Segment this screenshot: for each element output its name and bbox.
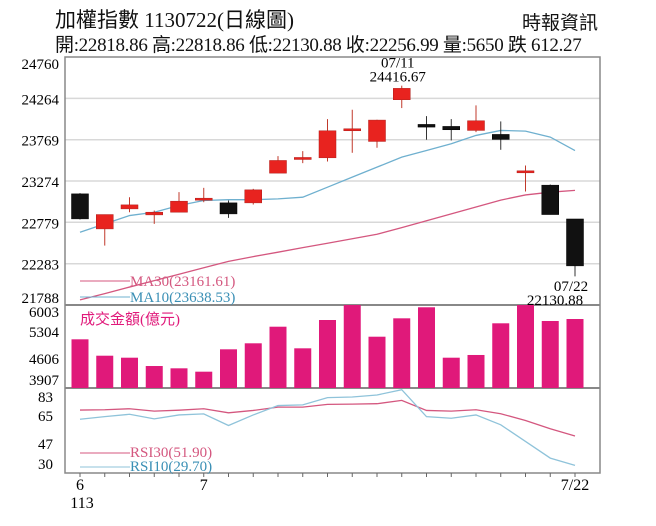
rsi-tick-label: 47 bbox=[38, 437, 54, 453]
volume-bar bbox=[220, 349, 237, 388]
volume-tick-label: 6003 bbox=[29, 305, 59, 321]
x-year-label: 113 bbox=[70, 495, 93, 512]
candle bbox=[294, 157, 312, 160]
candle bbox=[566, 218, 584, 267]
volume-bar bbox=[195, 371, 213, 388]
volume-bar bbox=[244, 343, 262, 388]
x-tick-label: 7/22 bbox=[561, 477, 589, 494]
ma10-line bbox=[79, 129, 576, 233]
rsi30-line bbox=[79, 399, 576, 437]
rsi-tick-label: 30 bbox=[38, 457, 53, 473]
y-tick-label: 21788 bbox=[22, 291, 60, 307]
y-tick-label: 22779 bbox=[22, 216, 60, 232]
volume-tick-label: 4606 bbox=[29, 352, 60, 368]
candle bbox=[120, 204, 139, 210]
rsi10-legend: RSI10(29.70) bbox=[130, 459, 212, 475]
candle bbox=[393, 88, 411, 100]
candle bbox=[170, 200, 188, 213]
volume-bar bbox=[71, 339, 89, 388]
candle bbox=[269, 160, 287, 174]
candle bbox=[368, 119, 386, 142]
volume-bar bbox=[517, 305, 534, 388]
volume-label: 成交金額(億元) bbox=[80, 310, 180, 328]
high-value-label: 24416.67 bbox=[370, 70, 427, 86]
volume-tick-label: 3907 bbox=[29, 373, 60, 389]
candle bbox=[244, 189, 262, 204]
rsi30-legend: RSI30(51.90) bbox=[130, 445, 212, 461]
candle bbox=[516, 170, 535, 174]
chart-title: 加權指數 1130722(日線圖) bbox=[55, 8, 294, 32]
volume-bar bbox=[418, 307, 435, 388]
volume-bar bbox=[368, 336, 386, 388]
candle bbox=[467, 120, 485, 131]
candle bbox=[96, 214, 114, 230]
volume-bar bbox=[566, 319, 584, 388]
volume-bar bbox=[145, 366, 163, 388]
candle bbox=[417, 124, 436, 128]
candle bbox=[71, 193, 89, 220]
volume-bar bbox=[343, 305, 361, 388]
low-value-label: 22130.88 bbox=[527, 293, 583, 309]
candle bbox=[318, 130, 337, 159]
candle bbox=[343, 128, 361, 132]
data-source: 時報資訊 bbox=[522, 13, 599, 34]
rsi10-line bbox=[79, 389, 576, 466]
high-date-label: 07/11 bbox=[381, 56, 415, 72]
volume-bar bbox=[170, 368, 188, 388]
volume-bar bbox=[442, 357, 460, 388]
candle bbox=[219, 202, 238, 215]
x-tick-label: 7 bbox=[200, 477, 208, 494]
y-tick-label: 22283 bbox=[22, 258, 60, 274]
volume-bar bbox=[319, 320, 336, 388]
chart-frame bbox=[64, 56, 601, 474]
volume-bar bbox=[294, 348, 312, 388]
y-tick-label: 23769 bbox=[22, 134, 60, 150]
volume-bar bbox=[492, 323, 510, 388]
ma30-legend: MA30(23161.61) bbox=[130, 274, 235, 290]
low-date-label: 07/22 bbox=[554, 279, 588, 295]
candle bbox=[541, 184, 559, 215]
volume-bar bbox=[393, 318, 411, 388]
volume-bar bbox=[467, 354, 485, 388]
volume-bar bbox=[121, 357, 138, 388]
volume-bar bbox=[541, 320, 559, 388]
rsi-tick-label: 65 bbox=[38, 409, 53, 425]
y-tick-label: 23274 bbox=[22, 175, 60, 191]
ohlc-summary: 開:22818.86 高:22818.86 低:22130.88 收:22256… bbox=[55, 35, 582, 56]
candle bbox=[492, 134, 510, 140]
volume-bar bbox=[269, 326, 287, 388]
volume-bar bbox=[96, 355, 114, 388]
ma10-legend: MA10(23638.53) bbox=[130, 290, 235, 306]
x-tick-label: 6 bbox=[76, 477, 84, 494]
volume-tick-label: 5304 bbox=[29, 325, 60, 341]
ma30-line bbox=[79, 189, 576, 301]
candle bbox=[145, 211, 163, 216]
candle bbox=[442, 126, 460, 131]
candle bbox=[195, 197, 213, 201]
y-tick-label: 24264 bbox=[22, 92, 60, 108]
y-tick-label: 24760 bbox=[22, 57, 60, 73]
rsi-tick-label: 83 bbox=[38, 390, 53, 406]
